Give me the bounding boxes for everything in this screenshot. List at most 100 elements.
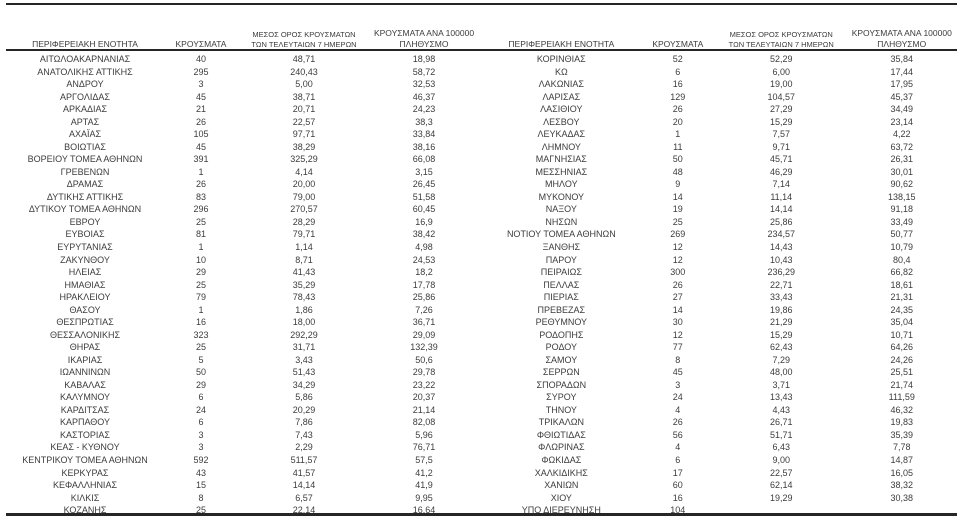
table-row: ΘΕΣΣΑΛΟΝΙΚΗΣ 323 292,29 29,09: [6, 329, 478, 342]
table-row: ΧΙΟΥ 16 19,29 30,38: [482, 492, 956, 505]
region-cell: ΑΡΓΟΛΙΔΑΣ: [60, 91, 110, 102]
per100k-cell: 30,38: [890, 492, 914, 503]
region-cell: ΘΕΣΠΡΩΤΙΑΣ: [56, 317, 114, 328]
avg7-cell: 31,71: [292, 342, 316, 353]
column-header-avg7: ΜΕΣΟΣ ΟΡΟΣ ΚΡΟΥΣΜΑΤΩΝ ΤΩΝ ΤΕΛΕΥΤΑΙΩΝ 7 Η…: [728, 30, 834, 49]
region-cell: ΑΡΤΑΣ: [70, 116, 100, 127]
region-cell: ΔΡΑΜΑΣ: [66, 179, 104, 190]
region-cell: ΚΑΒΑΛΑΣ: [64, 379, 106, 390]
per100k-cell: 18,98: [412, 54, 436, 64]
per100k-cell: 29,78: [412, 367, 436, 378]
region-cell: ΛΕΥΚΑΔΑΣ: [537, 129, 586, 140]
avg7-cell: 97,71: [292, 129, 316, 140]
region-cell: ΑΙΤΩΛΟΑΚΑΡΝΑΝΙΑΣ: [39, 54, 131, 64]
per100k-cell: 35,84: [890, 54, 914, 64]
avg7-cell: 38,71: [292, 91, 316, 102]
region-cell: ΗΡΑΚΛΕΙΟΥ: [59, 292, 111, 303]
table-row: ΚΕΝΤΡΙΚΟΥ ΤΟΜΕΑ ΑΘΗΝΩΝ 592 511,57 57,5: [6, 454, 478, 467]
region-cell: ΗΜΑΘΙΑΣ: [64, 279, 106, 290]
region-cell: ΣΑΜΟΥ: [545, 354, 578, 365]
cases-cell: 29: [195, 379, 206, 390]
cases-cell: 6: [198, 392, 204, 403]
region-cell: ΦΘΙΩΤΙΔΑΣ: [536, 429, 586, 440]
per100k-cell: 41,2: [415, 467, 433, 478]
per100k-cell: 16,9: [415, 216, 433, 227]
region-cell: ΦΛΩΡΙΝΑΣ: [538, 442, 585, 453]
avg7-cell: 7,57: [772, 129, 790, 140]
per100k-cell: 24,23: [412, 104, 436, 115]
region-cell: ΝΟΤΙΟΥ ΤΟΜΕΑ ΑΘΗΝΩΝ: [506, 229, 616, 240]
table-row: ΚΙΛΚΙΣ 8 6,57 9,95: [6, 492, 478, 505]
table-row: ΘΗΡΑΣ 25 31,71 132,39: [6, 341, 478, 354]
per100k-cell: 17,44: [890, 66, 914, 77]
region-cell: ΔΥΤΙΚΟΥ ΤΟΜΕΑ ΑΘΗΝΩΝ: [28, 204, 142, 215]
region-cell: ΜΗΛΟΥ: [545, 179, 578, 190]
region-cell: ΚΑΛΥΜΝΟΥ: [59, 392, 111, 403]
avg7-cell: 1,86: [295, 304, 313, 315]
table-row: ΚΟΖΑΝΗΣ 25 22,14 16,64: [6, 504, 478, 517]
region-cell: ΑΝΑΤΟΛΙΚΗΣ ΑΤΤΙΚΗΣ: [37, 66, 133, 77]
avg7-cell: 20,00: [292, 179, 316, 190]
avg7-cell: 34,29: [292, 379, 316, 390]
per100k-cell: 66,08: [412, 154, 436, 165]
table-row: ΚΩ 6 6,00 17,44: [482, 66, 956, 79]
region-cell: ΚΑΡΠΑΘΟΥ: [59, 417, 111, 428]
avg7-cell: 48,00: [769, 367, 793, 378]
region-cell: ΛΕΣΒΟΥ: [543, 116, 580, 127]
per100k-cell: 51,58: [412, 191, 436, 202]
region-cell: ΝΗΣΩΝ: [545, 216, 578, 227]
cases-cell: 21: [195, 104, 206, 115]
cases-cell: 10: [195, 254, 206, 265]
table-row: ΔΥΤΙΚΗΣ ΑΤΤΙΚΗΣ 83 79,00 51,58: [6, 191, 478, 204]
table-row: ΣΥΡΟΥ 24 13,43 111,59: [482, 391, 956, 404]
cases-cell: 56: [672, 429, 683, 440]
per100k-cell: 41,9: [415, 480, 433, 491]
cases-cell: 12: [672, 254, 683, 265]
avg7-cell: 10,43: [769, 254, 793, 265]
per100k-cell: 35,39: [890, 429, 914, 440]
region-cell: ΕΥΒΟΙΑΣ: [65, 229, 105, 240]
table-row: ΛΑΚΩΝΙΑΣ 16 19,00 17,95: [482, 78, 956, 91]
cases-cell: 12: [672, 241, 683, 252]
cases-cell: 25: [195, 505, 206, 516]
cases-cell: 6: [675, 455, 681, 465]
avg7-cell: 270,57: [290, 204, 318, 215]
cases-cell: 43: [195, 467, 206, 478]
cases-cell: 27: [672, 292, 683, 303]
per100k-cell: 14,87: [890, 455, 914, 465]
region-cell: ΠΕΛΛΑΣ: [543, 279, 580, 290]
per100k-cell: 82,08: [412, 417, 436, 428]
region-cell: ΒΟΙΩΤΙΑΣ: [64, 141, 106, 152]
per100k-cell: 24,53: [412, 254, 436, 265]
cases-cell: 4: [675, 404, 681, 415]
per100k-cell: 21,74: [890, 379, 914, 390]
table-row: ΙΩΑΝΝΙΝΩΝ 50 51,43 29,78: [6, 366, 478, 379]
cases-cell: 17: [672, 467, 683, 478]
table-row: ΕΥΒΟΙΑΣ 81 79,71 38,42: [6, 228, 478, 241]
cases-cell: 3: [198, 429, 204, 440]
per100k-cell: 33,84: [412, 129, 436, 140]
cases-cell: 15: [195, 480, 206, 491]
table-row: ΞΑΝΘΗΣ 12 14,43 10,79: [482, 241, 956, 254]
region-cell: ΧΑΝΙΩΝ: [544, 480, 579, 491]
table-row: ΡΟΔΟΠΗΣ 12 15,29 10,71: [482, 329, 956, 342]
region-cell: ΙΚΑΡΙΑΣ: [67, 354, 103, 365]
regional-cases-table-right: ΠΕΡΙΦΕΡΕΙΑΚΗ ΕΝΟΤΗΤΑ ΚΡΟΥΣΜΑΤΑ ΜΕΣΟΣ ΟΡΟ…: [482, 4, 956, 517]
table-row: ΗΛΕΙΑΣ 29 41,43 18,2: [6, 266, 478, 279]
cases-cell: 3: [198, 79, 204, 90]
table-body-right: ΚΟΡΙΝΘΙΑΣ 52 52,29 35,84 ΚΩ 6 6,00 17,44 ΛΑΚΩΝΙΑ…: [482, 53, 956, 517]
table-row: ΑΡΤΑΣ 26 22,57 38,3: [6, 116, 478, 129]
per100k-cell: 16,64: [412, 505, 436, 516]
avg7-cell: 33,43: [769, 292, 793, 303]
avg7-cell: 14,14: [292, 480, 316, 491]
cases-cell: 83: [195, 191, 206, 202]
table-row: ΝΑΞΟΥ 19 14,14 91,18: [482, 203, 956, 216]
table-row: ΡΕΘΥΜΝΟΥ 30 21,29 35,04: [482, 316, 956, 329]
per100k-cell: 90,62: [890, 179, 914, 190]
bottom-rule: [6, 513, 957, 516]
per100k-cell: 23,22: [412, 379, 436, 390]
region-cell: ΛΑΡΙΣΑΣ: [542, 91, 581, 102]
per100k-cell: 29,09: [412, 329, 436, 340]
cases-cell: 1: [675, 129, 681, 140]
